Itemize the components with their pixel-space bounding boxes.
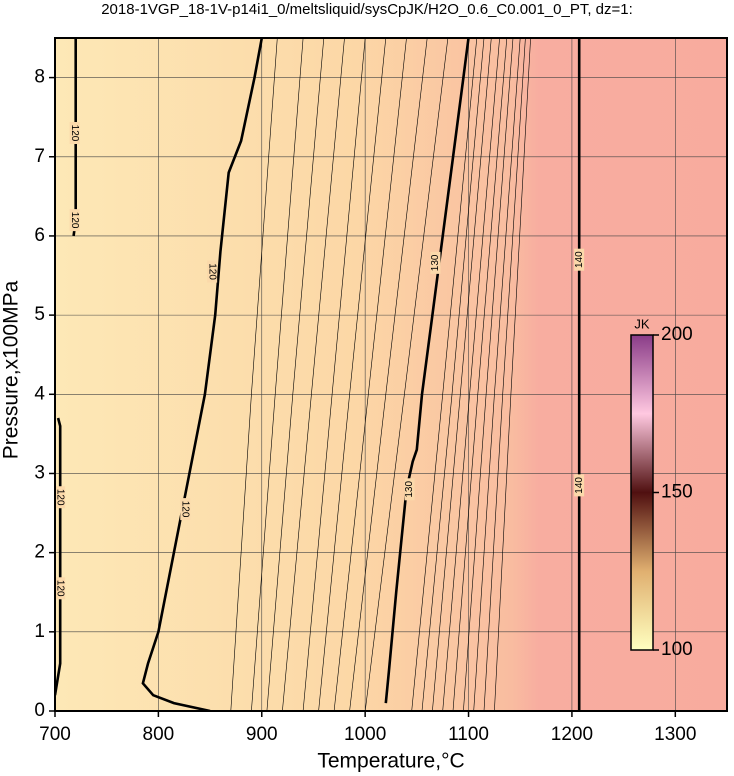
contour-line (230, 38, 278, 711)
contour-line (463, 38, 514, 711)
contour-line (266, 38, 325, 711)
contour-label: 130 (404, 481, 415, 498)
grid (54, 38, 727, 712)
contour-label-bg (574, 474, 585, 497)
colorbar-label: JK (634, 316, 650, 331)
contour-label: 140 (574, 477, 585, 494)
x-tick-label: 900 (246, 724, 278, 745)
contour-line (349, 38, 428, 711)
contour-line (494, 38, 531, 711)
x-tick-label: 1200 (551, 724, 593, 745)
contour-line (442, 38, 500, 711)
y-tick-label: 3 (34, 462, 45, 483)
colorbar (630, 334, 654, 651)
contour-line (421, 38, 485, 711)
contour-label: 120 (180, 501, 191, 518)
contour-label: 120 (69, 125, 80, 142)
y-tick-label: 7 (34, 146, 45, 167)
contour-label: 120 (55, 489, 66, 506)
y-axis-label: Pressure,x100MPa (0, 280, 23, 459)
contour-line (364, 38, 449, 711)
contour-label-bg (180, 498, 191, 521)
contour-label: 130 (430, 254, 441, 271)
contour-labels: 120 120 120 120 120 120 130 130 140 140 (55, 122, 585, 600)
contour-line (483, 38, 526, 711)
contour-label-bg (574, 248, 585, 271)
y-tick-label: 5 (34, 304, 45, 325)
contour-line (302, 38, 366, 711)
x-axis-label: Temperature,°C (317, 750, 464, 773)
contour-label-bg (55, 577, 66, 600)
x-tick-label: 700 (39, 724, 71, 745)
colorbar-tick-label: 100 (661, 639, 693, 660)
contour-label-bg (404, 478, 415, 501)
contour-line (333, 38, 407, 711)
y-tick-label: 2 (34, 542, 45, 563)
contour-line (384, 38, 470, 704)
contour-line (282, 38, 345, 711)
contour-label-bg (207, 260, 218, 283)
axes: 700 800 900 1000 1100 1200 1300 0 1 2 3 4 5 6 7 8 (34, 67, 696, 745)
contour-line (141, 38, 264, 711)
contour-label-bg (69, 122, 80, 145)
contours (55, 38, 581, 711)
contour-label-bg (55, 486, 66, 509)
x-tick-label: 1000 (344, 724, 386, 745)
y-tick-label: 8 (34, 67, 45, 88)
contour-label: 120 (207, 263, 218, 280)
x-tick-label: 1300 (654, 724, 696, 745)
colorbar-ticks: 100 150 200 (653, 324, 693, 660)
colorbar-tick-label: 150 (661, 482, 693, 503)
contour-line (251, 38, 304, 711)
contour-label: 120 (69, 212, 80, 229)
y-tick-label: 4 (34, 383, 45, 404)
contour-label: 120 (55, 580, 66, 597)
contour-line (432, 38, 492, 711)
contour-line (55, 417, 62, 696)
contour-label-bg (430, 251, 441, 274)
y-tick-label: 6 (34, 225, 45, 246)
plot-frame (54, 37, 728, 712)
y-tick-label: 1 (34, 621, 45, 642)
y-tick-label: 0 (34, 700, 45, 721)
contour-label-bg (69, 209, 80, 232)
plot-background (55, 38, 727, 711)
contour-label: 140 (574, 251, 585, 268)
chart-title: 2018-1VGP_18-1V-p14i1_0/meltsliquid/sysC… (101, 1, 633, 18)
x-tick-label: 800 (143, 724, 175, 745)
x-tick-label: 1100 (448, 724, 489, 745)
contour-line (318, 38, 387, 711)
contour-line (452, 38, 508, 711)
colorbar-tick-label: 200 (661, 324, 693, 345)
contour-line (473, 38, 521, 711)
contour-line (411, 38, 478, 711)
